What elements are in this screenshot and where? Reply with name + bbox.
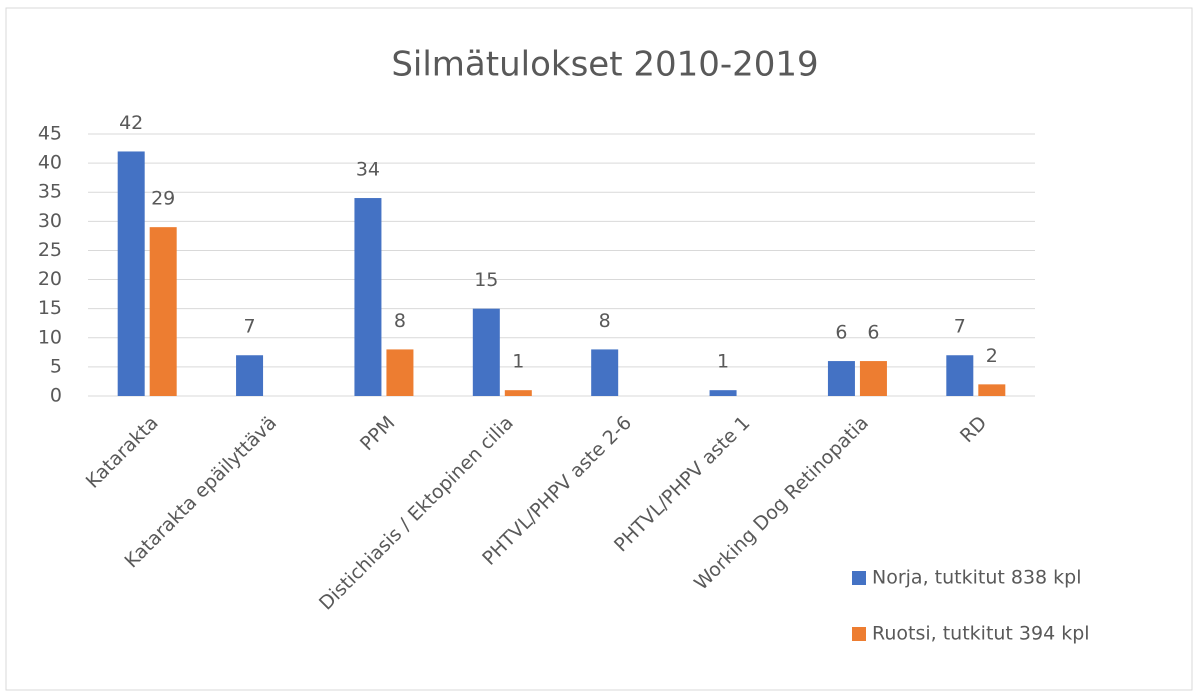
- bar: [859, 361, 887, 396]
- y-tick-label: 30: [38, 210, 62, 232]
- bar: [504, 390, 532, 396]
- data-label: 29: [151, 188, 175, 210]
- bar: [117, 151, 145, 396]
- bar: [978, 384, 1006, 396]
- bar: [827, 361, 855, 396]
- legend-swatch: [852, 571, 866, 585]
- data-label: 42: [119, 112, 143, 134]
- bar: [946, 355, 974, 396]
- data-label: 7: [244, 316, 256, 338]
- y-tick-label: 15: [38, 297, 62, 319]
- data-label: 15: [474, 269, 498, 291]
- bar: [386, 349, 414, 396]
- legend-swatch: [852, 627, 866, 641]
- data-label: 8: [599, 310, 611, 332]
- data-label: 1: [512, 351, 524, 373]
- data-label: 8: [394, 310, 406, 332]
- chart-border: [5, 7, 1193, 691]
- y-tick-label: 10: [38, 326, 62, 348]
- chart-title: Silmätulokset 2010-2019: [391, 45, 818, 85]
- data-label: 2: [986, 345, 998, 367]
- data-label: 6: [867, 322, 879, 344]
- bar: [149, 227, 177, 396]
- y-tick-label: 40: [38, 152, 62, 174]
- data-label: 1: [717, 351, 729, 373]
- y-tick-label: 45: [38, 123, 62, 145]
- bar: [236, 355, 264, 396]
- bar: [591, 349, 619, 396]
- bar: [472, 308, 500, 396]
- data-label: 6: [835, 322, 847, 344]
- y-tick-label: 5: [50, 355, 62, 377]
- legend-label: Ruotsi, tutkitut 394 kpl: [872, 623, 1090, 645]
- data-label: 7: [954, 316, 966, 338]
- bar: [709, 390, 737, 396]
- y-tick-label: 20: [38, 268, 62, 290]
- y-tick-label: 35: [38, 181, 62, 203]
- data-label: 34: [356, 159, 380, 181]
- y-tick-label: 25: [38, 239, 62, 261]
- legend-label: Norja, tutkitut 838 kpl: [872, 567, 1082, 589]
- y-tick-label: 0: [50, 385, 62, 407]
- bar: [354, 198, 382, 396]
